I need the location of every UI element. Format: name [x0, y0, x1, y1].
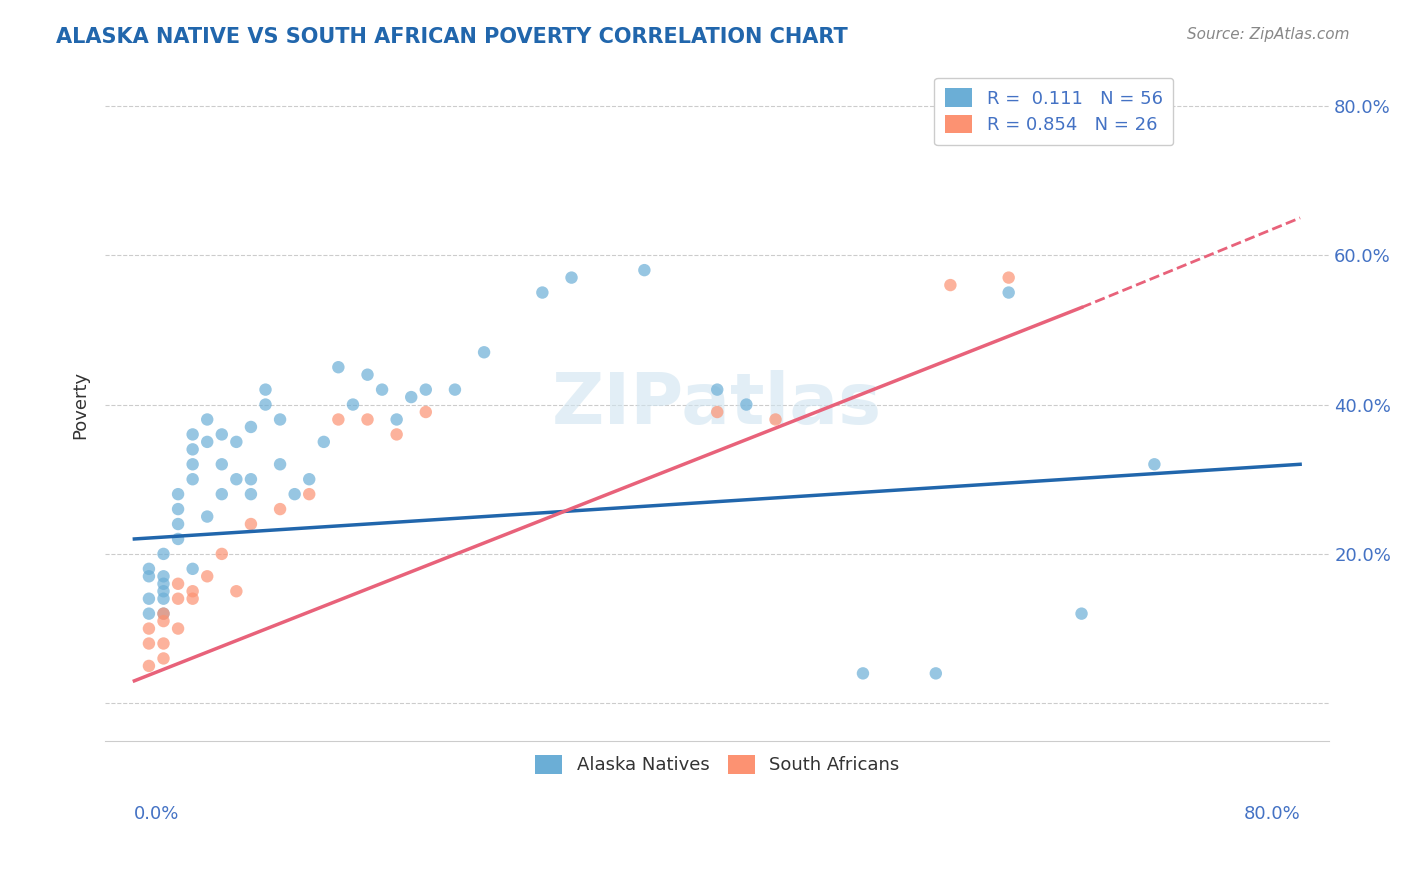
Point	[399, 390, 422, 404]
Point	[385, 427, 408, 442]
Point	[239, 472, 262, 486]
Point	[444, 383, 467, 397]
Point	[852, 666, 875, 681]
Point	[152, 569, 174, 583]
Point	[356, 412, 378, 426]
Point	[181, 591, 204, 606]
Point	[1070, 607, 1092, 621]
Point	[138, 636, 160, 650]
Point	[167, 576, 190, 591]
Text: ZIPatlas: ZIPatlas	[553, 370, 883, 439]
Point	[181, 427, 204, 442]
Point	[195, 509, 218, 524]
Point	[269, 412, 291, 426]
Point	[225, 472, 247, 486]
Point	[269, 458, 291, 472]
Point	[254, 383, 277, 397]
Point	[415, 383, 437, 397]
Point	[181, 584, 204, 599]
Point	[152, 651, 174, 665]
Point	[138, 591, 160, 606]
Point	[138, 622, 160, 636]
Point	[152, 591, 174, 606]
Point	[152, 607, 174, 621]
Point	[167, 516, 190, 531]
Point	[328, 360, 350, 375]
Point	[152, 576, 174, 591]
Legend: Alaska Natives, South Africans: Alaska Natives, South Africans	[524, 744, 910, 785]
Point	[152, 614, 174, 628]
Point	[181, 472, 204, 486]
Point	[531, 285, 554, 300]
Point	[925, 666, 948, 681]
Point	[371, 383, 394, 397]
Point	[735, 398, 758, 412]
Point	[167, 591, 190, 606]
Point	[342, 398, 364, 412]
Text: Source: ZipAtlas.com: Source: ZipAtlas.com	[1187, 27, 1350, 42]
Point	[239, 420, 262, 434]
Point	[269, 502, 291, 516]
Point	[765, 412, 787, 426]
Point	[138, 569, 160, 583]
Point	[997, 270, 1019, 285]
Text: 0.0%: 0.0%	[135, 805, 180, 822]
Point	[415, 405, 437, 419]
Point	[472, 345, 495, 359]
Point	[152, 607, 174, 621]
Point	[706, 405, 728, 419]
Point	[167, 532, 190, 546]
Point	[254, 398, 277, 412]
Point	[298, 487, 321, 501]
Point	[284, 487, 307, 501]
Point	[181, 442, 204, 457]
Point	[167, 622, 190, 636]
Point	[633, 263, 655, 277]
Point	[138, 607, 160, 621]
Point	[312, 434, 335, 449]
Point	[195, 412, 218, 426]
Point	[385, 412, 408, 426]
Point	[211, 427, 233, 442]
Point	[195, 434, 218, 449]
Point	[181, 562, 204, 576]
Point	[225, 434, 247, 449]
Point	[298, 472, 321, 486]
Point	[181, 458, 204, 472]
Point	[356, 368, 378, 382]
Text: 80.0%: 80.0%	[1243, 805, 1301, 822]
Point	[997, 285, 1019, 300]
Point	[239, 516, 262, 531]
Point	[225, 584, 247, 599]
Point	[138, 659, 160, 673]
Point	[211, 458, 233, 472]
Point	[560, 270, 582, 285]
Point	[1143, 458, 1166, 472]
Point	[152, 584, 174, 599]
Point	[239, 487, 262, 501]
Point	[167, 502, 190, 516]
Text: ALASKA NATIVE VS SOUTH AFRICAN POVERTY CORRELATION CHART: ALASKA NATIVE VS SOUTH AFRICAN POVERTY C…	[56, 27, 848, 46]
Point	[706, 383, 728, 397]
Point	[211, 547, 233, 561]
Point	[152, 636, 174, 650]
Point	[939, 278, 962, 293]
Point	[167, 487, 190, 501]
Point	[328, 412, 350, 426]
Point	[195, 569, 218, 583]
Y-axis label: Poverty: Poverty	[72, 370, 89, 439]
Point	[211, 487, 233, 501]
Point	[138, 562, 160, 576]
Point	[152, 547, 174, 561]
